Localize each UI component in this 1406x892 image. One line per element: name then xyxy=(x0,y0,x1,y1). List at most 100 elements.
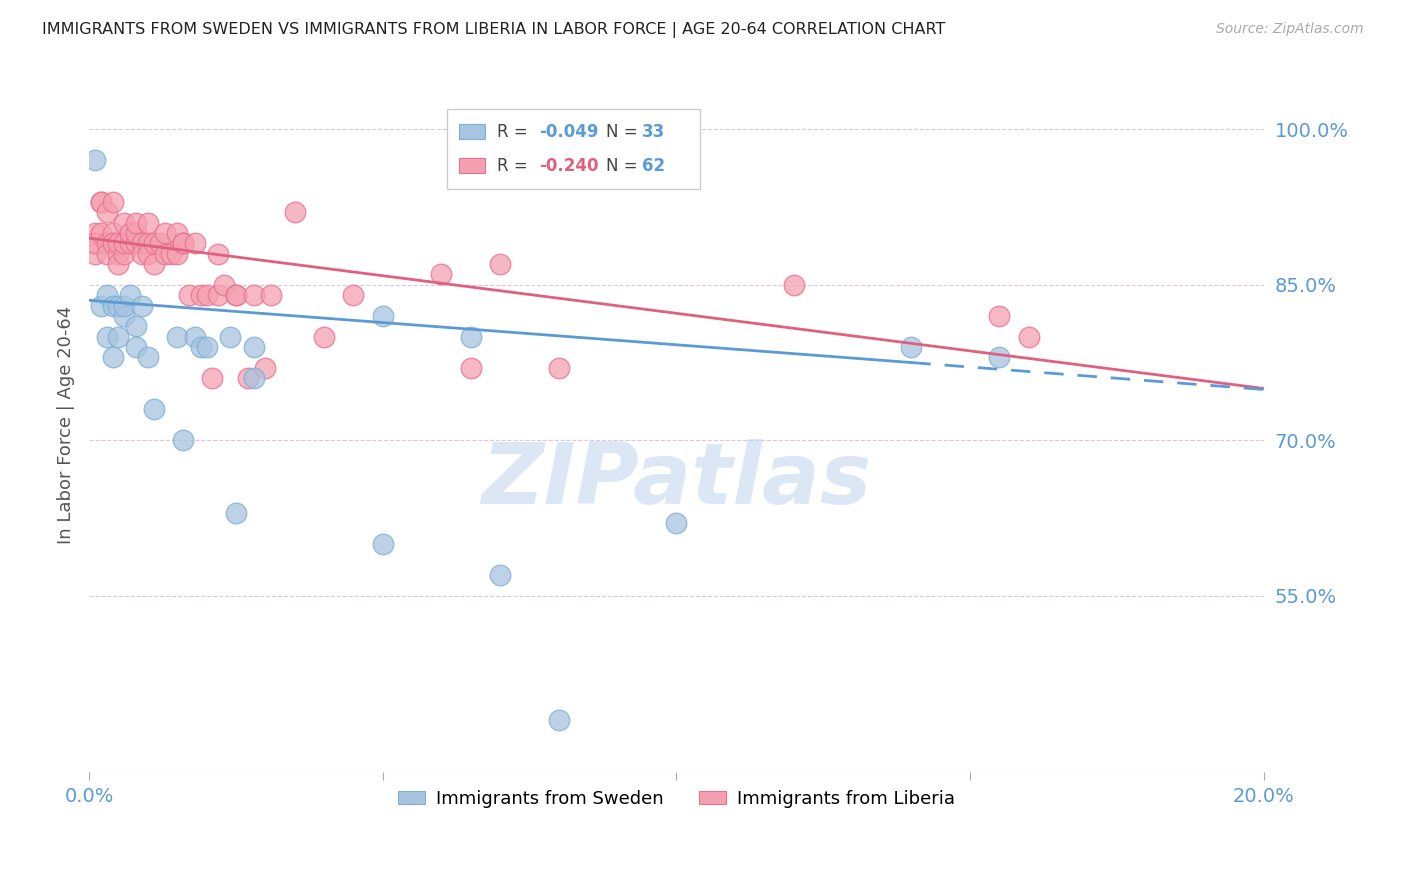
Point xyxy=(90,226,112,240)
Point xyxy=(96,329,118,343)
Point xyxy=(136,236,159,251)
Point xyxy=(142,236,165,251)
Point xyxy=(201,371,224,385)
Point xyxy=(107,246,129,260)
Point xyxy=(107,257,129,271)
Point xyxy=(190,288,212,302)
Point xyxy=(101,236,124,251)
Point xyxy=(120,226,142,240)
Point xyxy=(101,299,124,313)
Text: R =: R = xyxy=(496,157,533,175)
Point xyxy=(142,257,165,271)
Point xyxy=(136,246,159,260)
Text: R =: R = xyxy=(496,122,533,141)
Point xyxy=(84,246,107,260)
Point xyxy=(155,246,177,260)
Point xyxy=(90,194,112,209)
Point xyxy=(900,340,922,354)
Point xyxy=(212,277,235,292)
Point xyxy=(131,246,153,260)
Point xyxy=(260,288,283,302)
Point xyxy=(236,371,259,385)
Point xyxy=(195,340,218,354)
Point xyxy=(312,329,335,343)
Point xyxy=(460,360,482,375)
Text: -0.240: -0.240 xyxy=(538,157,599,175)
Point xyxy=(90,194,112,209)
Point xyxy=(548,713,571,727)
Point xyxy=(190,340,212,354)
Point xyxy=(166,246,188,260)
Point xyxy=(160,246,183,260)
Point xyxy=(783,277,806,292)
Point xyxy=(548,360,571,375)
Point xyxy=(184,329,207,343)
Point xyxy=(489,568,512,582)
Point xyxy=(125,319,148,334)
FancyBboxPatch shape xyxy=(447,109,700,188)
Legend: Immigrants from Sweden, Immigrants from Liberia: Immigrants from Sweden, Immigrants from … xyxy=(391,782,962,815)
Point xyxy=(84,226,107,240)
Point xyxy=(284,205,307,219)
Point xyxy=(131,299,153,313)
Point xyxy=(142,402,165,417)
Point xyxy=(101,226,124,240)
Point xyxy=(125,340,148,354)
Text: IMMIGRANTS FROM SWEDEN VS IMMIGRANTS FROM LIBERIA IN LABOR FORCE | AGE 20-64 COR: IMMIGRANTS FROM SWEDEN VS IMMIGRANTS FRO… xyxy=(42,22,946,38)
Point xyxy=(101,351,124,365)
Point xyxy=(172,236,194,251)
Point xyxy=(489,257,512,271)
Point xyxy=(84,153,107,168)
Point xyxy=(112,236,135,251)
Point xyxy=(225,506,247,520)
Point xyxy=(112,216,135,230)
FancyBboxPatch shape xyxy=(460,124,485,139)
Point xyxy=(177,288,200,302)
Point xyxy=(90,299,112,313)
Point xyxy=(96,236,118,251)
Point xyxy=(184,236,207,251)
Point xyxy=(225,288,247,302)
Point xyxy=(96,288,118,302)
Text: 33: 33 xyxy=(643,122,665,141)
Point xyxy=(136,216,159,230)
Point xyxy=(125,226,148,240)
Point xyxy=(136,351,159,365)
Point xyxy=(166,329,188,343)
Text: N =: N = xyxy=(606,122,643,141)
Text: 62: 62 xyxy=(643,157,665,175)
Point xyxy=(172,434,194,448)
Point xyxy=(84,236,107,251)
Point xyxy=(430,268,453,282)
Point xyxy=(125,216,148,230)
Point xyxy=(207,288,229,302)
Point xyxy=(125,236,148,251)
Point xyxy=(988,351,1011,365)
Point xyxy=(460,329,482,343)
Point xyxy=(107,236,129,251)
Point xyxy=(120,236,142,251)
Point xyxy=(665,516,688,531)
Point xyxy=(242,288,264,302)
Point xyxy=(207,246,229,260)
Point xyxy=(166,226,188,240)
Point xyxy=(112,309,135,323)
Point xyxy=(107,329,129,343)
Point xyxy=(1018,329,1040,343)
Point xyxy=(371,537,394,551)
Point xyxy=(988,309,1011,323)
Point xyxy=(101,194,124,209)
Point xyxy=(112,246,135,260)
FancyBboxPatch shape xyxy=(460,158,485,173)
Text: Source: ZipAtlas.com: Source: ZipAtlas.com xyxy=(1216,22,1364,37)
Text: N =: N = xyxy=(606,157,643,175)
Point xyxy=(96,205,118,219)
Point xyxy=(96,246,118,260)
Text: -0.049: -0.049 xyxy=(538,122,599,141)
Point xyxy=(195,288,218,302)
Point xyxy=(131,236,153,251)
Point xyxy=(148,236,170,251)
Point xyxy=(342,288,364,302)
Point xyxy=(371,309,394,323)
Point xyxy=(242,371,264,385)
